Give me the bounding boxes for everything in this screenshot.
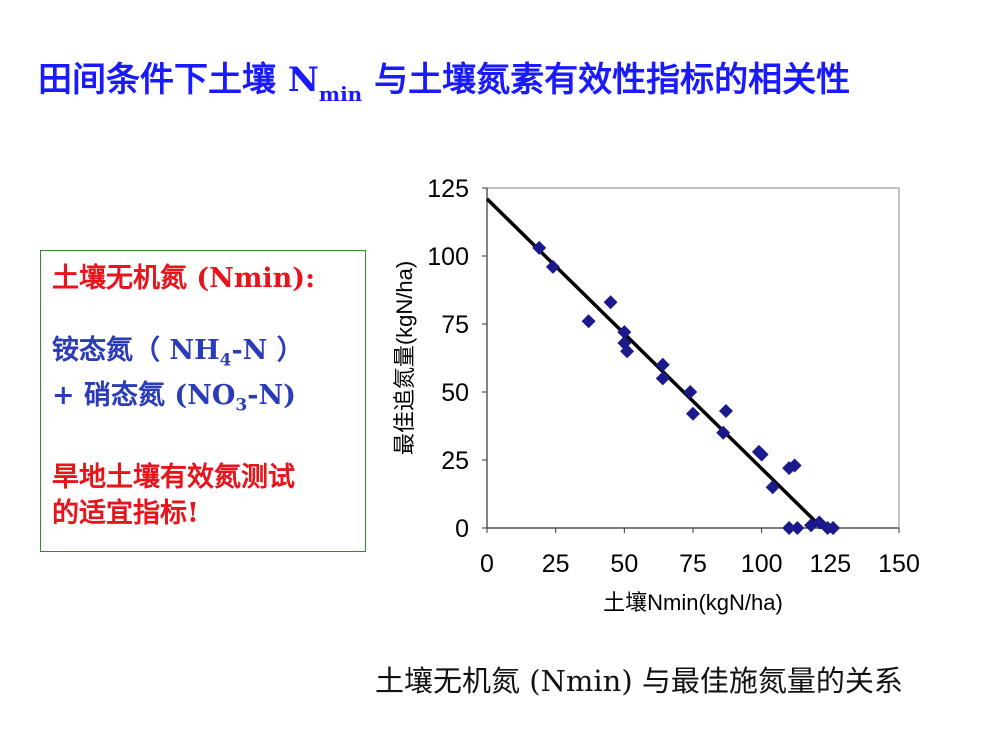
callout-line-ammonium: 铵态氮（ NH4-N ） [52, 333, 365, 378]
slide-title: 田间条件下土壤 Nmin 与土壤氮素有效性指标的相关性 [38, 52, 978, 106]
callout-heading: 土壤无机氮 (Nmin): [52, 263, 316, 294]
nitrate-suffix: -N) [247, 380, 296, 412]
title-rest: 与土壤氮素有效性指标的相关性 [362, 60, 851, 100]
scatter-chart: 0 25 50 75 100 125 0 25 50 75 100 125 150 土壤Nmin(kgN/… [392, 175, 920, 615]
x-tick-label: 25 [542, 550, 570, 578]
nitrate-text: + 硝态氮 (NO [52, 380, 236, 412]
x-tick-label: 100 [741, 550, 783, 578]
data-point [617, 325, 632, 340]
callout-conclusion-1: 旱地土壤有效氮测试 [52, 461, 295, 493]
x-tick-label: 150 [878, 550, 920, 578]
plot-frame [486, 187, 900, 529]
title-main: 田间条件下土壤 N [38, 60, 319, 100]
trend-line [485, 197, 824, 530]
data-point [787, 458, 802, 473]
ammonium-text: 铵态氮（ NH [52, 335, 220, 366]
x-tick-label: 50 [610, 550, 638, 578]
data-point [686, 406, 700, 421]
y-axis-title: 最佳追氮量(kgN/ha) [392, 261, 417, 455]
x-axis-title: 土壤Nmin(kgN/ha) [603, 590, 783, 615]
data-point [655, 357, 670, 372]
data-point [826, 521, 841, 535]
data-point [754, 447, 769, 462]
data-point [718, 404, 733, 419]
callout-conclusion-2: 的适宜指标! [52, 497, 199, 529]
data-point [790, 521, 805, 535]
ammonium-subscript: 4 [219, 350, 232, 371]
y-tick-label: 25 [441, 447, 469, 475]
x-tick-label: 0 [480, 550, 494, 578]
x-tick-label: 75 [679, 550, 707, 578]
data-point [532, 240, 547, 255]
y-tick-label: 125 [427, 175, 469, 203]
data-point [765, 480, 780, 495]
data-point [581, 314, 596, 329]
y-tick-label: 0 [455, 515, 469, 543]
data-point [782, 521, 797, 535]
x-tick-label: 125 [809, 550, 851, 578]
callout-box: 土壤无机氮 (Nmin): 铵态氮（ NH4-N ） + 硝态氮 (NO3-N)… [40, 250, 366, 552]
figure-caption: 土壤无机氮 (Nmin) 与最佳施氮量的关系 [375, 664, 903, 698]
data-point [716, 425, 731, 440]
y-tick-label: 50 [441, 379, 469, 407]
data-point [655, 371, 670, 386]
data-point [545, 259, 560, 274]
callout-spacer [52, 424, 365, 460]
data-point [603, 295, 618, 310]
callout-line-nitrate: + 硝态氮 (NO3-N) [52, 378, 365, 423]
callout-spacer [52, 297, 365, 333]
ammonium-suffix: -N ） [231, 335, 304, 366]
title-subscript: min [318, 82, 363, 106]
nitrate-subscript: 3 [235, 395, 248, 416]
y-tick-label: 75 [441, 311, 469, 339]
data-point [620, 344, 635, 359]
y-tick-label: 100 [427, 243, 469, 271]
data-point [683, 385, 698, 399]
